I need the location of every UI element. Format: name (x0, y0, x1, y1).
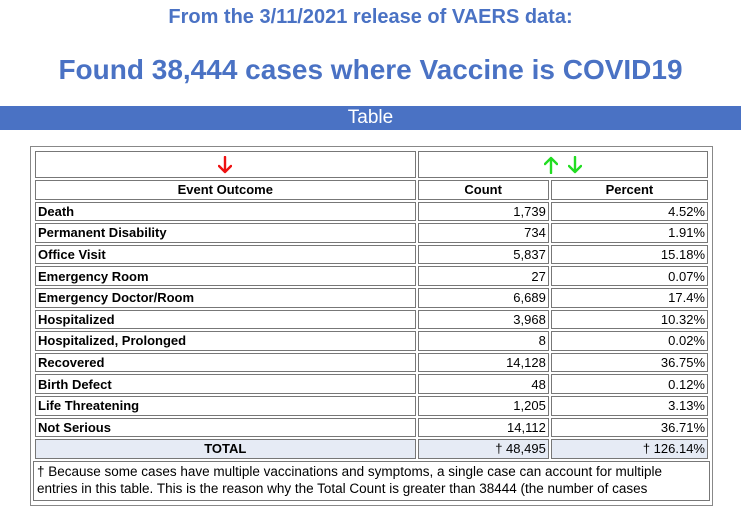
table-row: Hospitalized, Prolonged 8 0.02% (35, 331, 708, 351)
percent-cell: 1.91% (550, 223, 708, 243)
total-count: † 48,495 (417, 439, 549, 459)
table-row: Death 1,739 4.52% (35, 201, 708, 222)
count-cell: 1,205 (417, 395, 549, 416)
outcome-cell: Death (35, 201, 416, 222)
count-cell: 5,837 (417, 244, 549, 265)
outcome-cell: Life Threatening (35, 395, 416, 416)
percent-cell: 3.13% (550, 395, 708, 416)
column-header-count[interactable]: Count (417, 180, 549, 200)
arrow-up-icon[interactable] (543, 156, 558, 174)
arrow-down-icon[interactable] (567, 155, 582, 174)
table-row: Hospitalized 3,968 10.32% (35, 309, 708, 330)
percent-cell: 15.18% (550, 244, 708, 265)
outcome-cell: Emergency Room (35, 266, 416, 286)
results-table: Event Outcome Count Percent Death 1,739 4.… (33, 149, 710, 461)
count-cell: 6,689 (417, 287, 549, 308)
outcome-cell: Hospitalized, Prolonged (35, 331, 416, 351)
table-row: Life Threatening 1,205 3.13% (35, 395, 708, 416)
total-label: TOTAL (35, 439, 416, 459)
header-row: Event Outcome Count Percent (35, 180, 708, 200)
count-cell: 27 (417, 266, 549, 286)
percent-cell: 10.32% (550, 309, 708, 330)
percent-cell: 0.12% (550, 374, 708, 394)
percent-cell: 36.75% (550, 352, 708, 373)
outcome-cell: Birth Defect (35, 374, 416, 394)
count-cell: 1,739 (417, 201, 549, 222)
release-subtitle: From the 3/11/2021 release of VAERS data… (168, 6, 573, 28)
table-row: Recovered 14,128 36.75% (35, 352, 708, 373)
section-bar: Table (0, 106, 741, 130)
percent-cell: 0.02% (550, 331, 708, 351)
page-title: Found 38,444 cases where Vaccine is COVI… (58, 54, 683, 85)
percent-cell: 0.07% (550, 266, 708, 286)
column-header-percent[interactable]: Percent (550, 180, 708, 200)
outcome-sort-cell[interactable] (35, 151, 416, 178)
outcome-cell: Hospitalized (35, 309, 416, 330)
table-row: Permanent Disability 734 1.91% (35, 223, 708, 243)
outcome-cell: Permanent Disability (35, 223, 416, 243)
count-cell: 14,128 (417, 352, 549, 373)
count-cell: 8 (417, 331, 549, 351)
arrow-down-icon[interactable] (218, 155, 233, 174)
outcome-cell: Office Visit (35, 244, 416, 265)
percent-cell: 36.71% (550, 417, 708, 438)
table-row: Emergency Room 27 0.07% (35, 266, 708, 286)
total-percent: † 126.14% (550, 439, 708, 459)
footnote: † Because some cases have multiple vacci… (33, 461, 710, 501)
outcome-cell: Emergency Doctor/Room (35, 287, 416, 308)
count-cell: 734 (417, 223, 549, 243)
table-row: Not Serious 14,112 36.71% (35, 417, 708, 438)
count-cell: 14,112 (417, 417, 549, 438)
table-row: Office Visit 5,837 15.18% (35, 244, 708, 265)
column-header-outcome[interactable]: Event Outcome (35, 180, 416, 200)
table-row: Emergency Doctor/Room 6,689 17.4% (35, 287, 708, 308)
count-cell: 3,968 (417, 309, 549, 330)
sort-row (35, 151, 708, 178)
count-cell: 48 (417, 374, 549, 394)
outcome-cell: Recovered (35, 352, 416, 373)
percent-cell: 4.52% (550, 201, 708, 222)
count-sort-cell[interactable] (417, 151, 708, 178)
total-row: TOTAL † 48,495 † 126.14% (35, 439, 708, 459)
percent-cell: 17.4% (550, 287, 708, 308)
outcome-cell: Not Serious (35, 417, 416, 438)
table-row: Birth Defect 48 0.12% (35, 374, 708, 394)
